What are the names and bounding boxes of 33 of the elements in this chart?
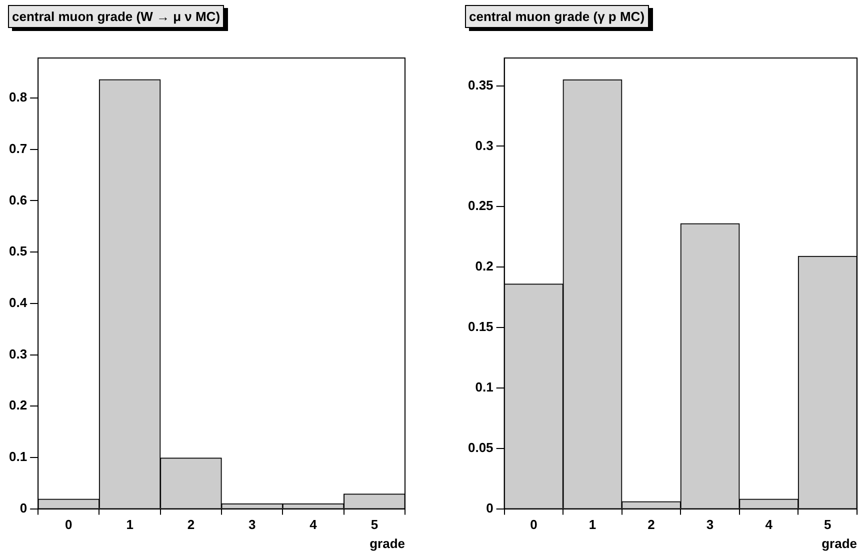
y-tick-label: 0 — [486, 500, 494, 516]
x-tick-label: 4 — [765, 517, 774, 532]
x-tick-label: 3 — [248, 517, 256, 532]
y-tick-label: 0.7 — [8, 140, 28, 156]
y-tick-label: 0.8 — [8, 90, 28, 105]
y-tick-label: 0.4 — [8, 295, 28, 310]
x-tick-label: 1 — [126, 517, 134, 532]
y-tick-label: 0.15 — [468, 319, 494, 334]
y-tick-label: 0.6 — [8, 192, 28, 208]
y-tick-label: 0.05 — [468, 440, 494, 455]
x-tick-label: 0 — [65, 517, 72, 532]
chart-title: central muon grade (γ p MC) — [465, 5, 649, 28]
chart-title: central muon grade (W → μ ν MC) — [8, 5, 224, 28]
y-tick-label: 0.35 — [468, 77, 494, 92]
y-tick-label: 0.1 — [475, 380, 494, 395]
x-axis-title: grade — [822, 536, 857, 551]
y-tick-label: 0.3 — [475, 138, 494, 153]
x-tick-label: 4 — [310, 517, 318, 532]
y-tick-label: 0.5 — [8, 244, 28, 259]
x-tick-label: 5 — [824, 517, 832, 532]
x-tick-label: 2 — [648, 517, 655, 532]
y-tick-label: 0.2 — [8, 398, 28, 413]
y-tick-label: 0.25 — [468, 198, 494, 214]
x-tick-label: 2 — [187, 517, 195, 532]
x-tick-label: 3 — [706, 517, 714, 532]
x-tick-label: 0 — [530, 517, 538, 532]
y-tick-label: 0.3 — [8, 346, 28, 362]
y-tick-label: 0 — [20, 500, 28, 516]
y-tick-label: 0.2 — [475, 258, 494, 274]
x-axis-title: grade — [370, 536, 405, 551]
x-tick-label: 1 — [588, 517, 596, 532]
x-tick-label: 5 — [370, 517, 378, 532]
y-tick-label: 0.1 — [8, 449, 28, 464]
